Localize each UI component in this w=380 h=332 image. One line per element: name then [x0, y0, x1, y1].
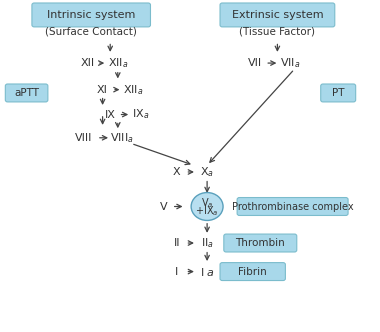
Text: Extrinsic system: Extrinsic system	[231, 10, 323, 20]
Text: VII$_a$: VII$_a$	[280, 56, 301, 70]
Text: V: V	[160, 202, 167, 211]
Text: XII: XII	[80, 58, 95, 68]
FancyBboxPatch shape	[32, 3, 150, 27]
Text: IX$_a$: IX$_a$	[132, 108, 149, 122]
Text: Thrombin: Thrombin	[236, 238, 285, 248]
Text: V$_a$: V$_a$	[201, 196, 213, 210]
Text: XI: XI	[97, 85, 108, 95]
Text: (Surface Contact): (Surface Contact)	[45, 27, 137, 37]
Text: Prothrombinase complex: Prothrombinase complex	[232, 202, 353, 211]
FancyBboxPatch shape	[224, 234, 297, 252]
Text: XII$_a$: XII$_a$	[123, 83, 143, 97]
Text: II: II	[173, 238, 180, 248]
FancyBboxPatch shape	[237, 198, 348, 215]
Text: XII$_a$: XII$_a$	[108, 56, 128, 70]
FancyBboxPatch shape	[321, 84, 356, 102]
FancyBboxPatch shape	[220, 263, 285, 281]
Text: X$_a$: X$_a$	[200, 165, 214, 179]
FancyBboxPatch shape	[5, 84, 48, 102]
Text: VIII$_a$: VIII$_a$	[110, 131, 133, 145]
Text: II$_a$: II$_a$	[201, 236, 214, 250]
Text: I: I	[175, 267, 178, 277]
Text: +IX$_a$: +IX$_a$	[195, 204, 219, 218]
Text: Fibrin: Fibrin	[238, 267, 267, 277]
Text: Intrinsic system: Intrinsic system	[47, 10, 135, 20]
Text: VII: VII	[247, 58, 262, 68]
Text: VIII: VIII	[75, 133, 92, 143]
Text: aPTT: aPTT	[14, 88, 39, 98]
Text: I $a$: I $a$	[200, 266, 215, 278]
Text: PT: PT	[332, 88, 344, 98]
Text: (Tissue Factor): (Tissue Factor)	[239, 27, 315, 37]
Circle shape	[191, 193, 223, 220]
Text: IX: IX	[105, 110, 116, 120]
Text: X: X	[173, 167, 180, 177]
FancyBboxPatch shape	[220, 3, 335, 27]
